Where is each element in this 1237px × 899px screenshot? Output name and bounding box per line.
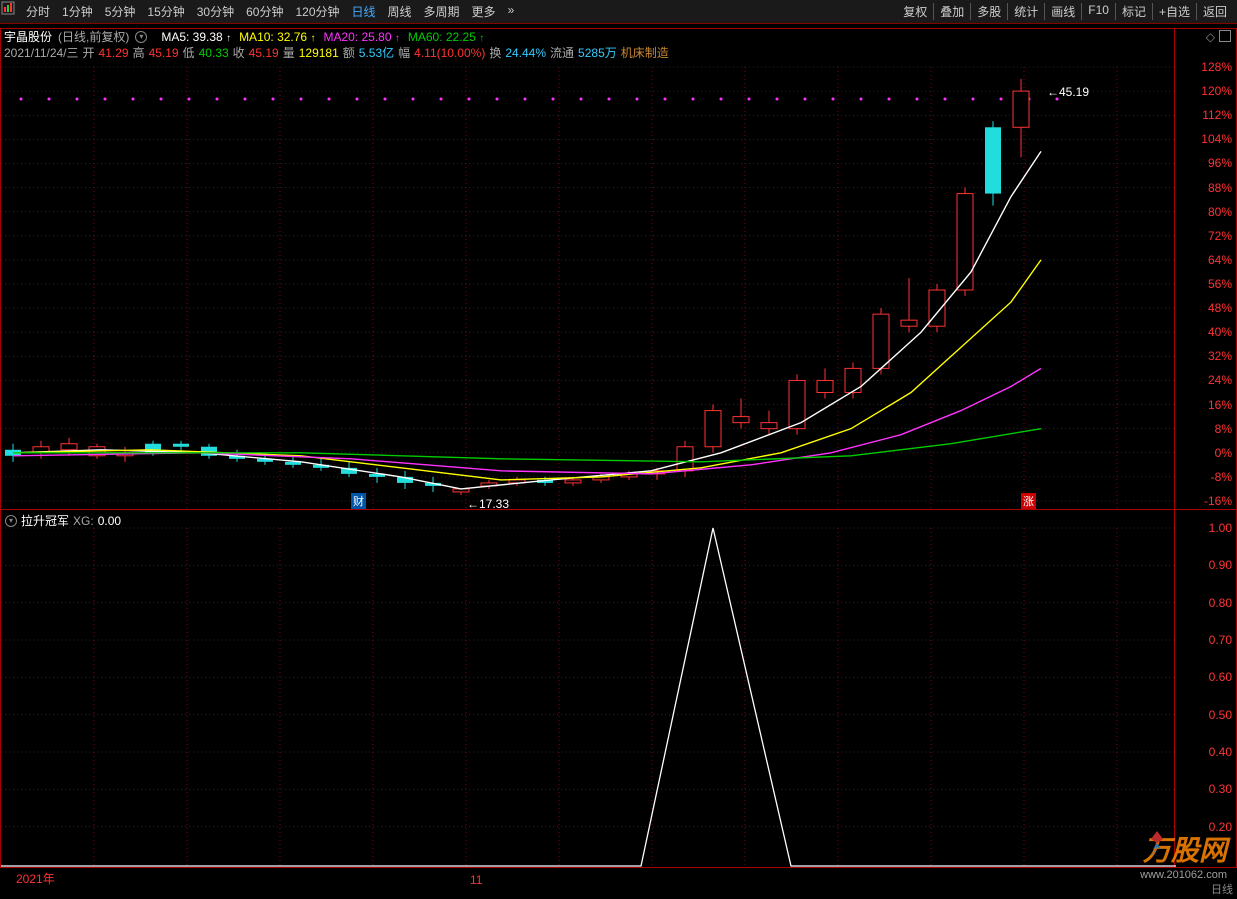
x-axis: 日线 2021年 11 <box>0 869 1237 899</box>
yaxis-tick: 48% <box>1208 301 1232 315</box>
more-icon[interactable]: » <box>502 1 521 22</box>
tool-多股[interactable]: 多股 <box>971 1 1007 22</box>
timeframe-15分钟[interactable]: 15分钟 <box>141 1 190 22</box>
marker-zhang[interactable]: 涨 <box>1021 493 1036 509</box>
app-icon <box>4 4 20 20</box>
yaxis-tick: 64% <box>1208 253 1232 267</box>
top-toolbar: 分时1分钟5分钟15分钟30分钟60分钟120分钟日线周线多周期更多» 复权叠加… <box>0 0 1237 24</box>
main-yaxis: -16% -8% 0% 8% 16% 24% 32% 40% 48% 56% 64% 72% 80% 88… <box>1175 28 1237 510</box>
yaxis-tick: -8% <box>1211 470 1232 484</box>
yaxis-tick: -16% <box>1204 494 1232 508</box>
yaxis-tick: 120% <box>1201 84 1232 98</box>
timeframe-120分钟[interactable]: 120分钟 <box>289 1 345 22</box>
sub-yaxis-tick: 0.50 <box>1209 708 1232 722</box>
yaxis-tick: 112% <box>1202 108 1232 122</box>
tool-标记[interactable]: 标记 <box>1116 1 1152 22</box>
timeframe-30分钟[interactable]: 30分钟 <box>191 1 240 22</box>
sub-yaxis-tick: 0.30 <box>1209 782 1232 796</box>
timeframe-日线[interactable]: 日线 <box>346 1 382 22</box>
tool-复权[interactable]: 复权 <box>897 1 933 22</box>
xaxis-tick: 2021年 <box>16 870 55 887</box>
sub-chart-panel[interactable]: ▾ 拉升冠军 XG: 0.00 <box>0 510 1175 868</box>
yaxis-tick: 0% <box>1215 446 1232 460</box>
tool-返回[interactable]: 返回 <box>1197 1 1233 22</box>
watermark: 万股网 www.201062.com <box>1143 829 1227 869</box>
sub-yaxis-tick: 0.40 <box>1209 745 1232 759</box>
timeframe-5分钟[interactable]: 5分钟 <box>99 1 142 22</box>
yaxis-tick: 32% <box>1208 349 1232 363</box>
yaxis-tick: 8% <box>1215 422 1232 436</box>
kite-icon <box>1143 829 1171 857</box>
yaxis-tick: 56% <box>1208 277 1232 291</box>
low-price-tag: ←17.33 <box>467 497 509 511</box>
tool-F10[interactable]: F10 <box>1082 1 1115 22</box>
timeframe-多周期[interactable]: 多周期 <box>418 1 466 22</box>
sub-yaxis-tick: 0.80 <box>1209 596 1232 610</box>
timeframe-周线[interactable]: 周线 <box>382 1 418 22</box>
sub-yaxis: 0.200.300.400.500.600.700.800.901.00 <box>1175 510 1237 868</box>
marker-cai[interactable]: 财 <box>351 493 366 509</box>
xaxis-right-label: 日线 <box>1211 881 1233 897</box>
timeframe-60分钟[interactable]: 60分钟 <box>240 1 289 22</box>
tool-叠加[interactable]: 叠加 <box>934 1 970 22</box>
yaxis-tick: 40% <box>1208 325 1232 339</box>
yaxis-tick: 104% <box>1201 132 1232 146</box>
sub-yaxis-tick: 0.70 <box>1209 633 1232 647</box>
timeframe-1分钟[interactable]: 1分钟 <box>56 1 99 22</box>
tool-+自选[interactable]: +自选 <box>1153 1 1196 22</box>
sub-yaxis-tick: 1.00 <box>1209 521 1232 535</box>
main-chart-panel[interactable]: ←17.33 ←45.19 财 涨 <box>0 28 1175 510</box>
tool-统计[interactable]: 统计 <box>1008 1 1044 22</box>
yaxis-tick: 80% <box>1208 205 1232 219</box>
yaxis-tick: 16% <box>1208 398 1232 412</box>
sub-yaxis-tick: 0.60 <box>1209 670 1232 684</box>
yaxis-tick: 72% <box>1208 229 1232 243</box>
tool-画线[interactable]: 画线 <box>1045 1 1081 22</box>
sub-yaxis-tick: 0.90 <box>1209 558 1232 572</box>
xaxis-tick: 11 <box>470 873 482 887</box>
yaxis-tick: 128% <box>1201 60 1232 74</box>
watermark-url: www.201062.com <box>1140 869 1227 881</box>
yaxis-tick: 24% <box>1208 373 1232 387</box>
yaxis-tick: 88% <box>1208 181 1232 195</box>
timeframe-更多[interactable]: 更多 <box>466 1 502 22</box>
timeframe-分时[interactable]: 分时 <box>20 1 56 22</box>
yaxis-tick: 96% <box>1208 156 1232 170</box>
high-price-tag: ←45.19 <box>1047 85 1089 99</box>
